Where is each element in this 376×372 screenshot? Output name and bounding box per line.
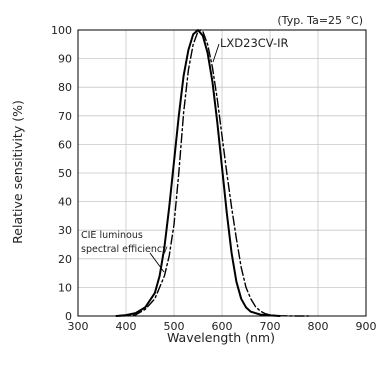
x-tick-label: 400 — [116, 320, 137, 333]
led-series-label: LXD23CV-IR — [220, 36, 289, 50]
x-tick-labels: 300 400 500 600 700 800 900 — [68, 320, 376, 333]
y-tick-label: 60 — [58, 138, 72, 151]
cie-series-label-line-1: CIE luminous — [81, 230, 143, 241]
y-tick-labels: 0 10 20 30 40 50 60 70 80 90 100 — [51, 24, 72, 323]
y-tick-label: 20 — [58, 253, 72, 266]
cie-annotation-leader — [149, 252, 165, 273]
x-tick-label: 800 — [308, 320, 329, 333]
x-tick-label: 600 — [212, 320, 233, 333]
x-tick-label: 300 — [68, 320, 89, 333]
y-tick-label: 0 — [65, 310, 72, 323]
x-tick-label: 900 — [356, 320, 376, 333]
condition-note: (Typ. Ta=25 °C) — [277, 14, 363, 27]
x-tick-label: 500 — [164, 320, 185, 333]
y-tick-label: 40 — [58, 196, 72, 209]
y-tick-label: 30 — [58, 224, 72, 237]
grid-lines — [78, 30, 366, 316]
y-tick-label: 50 — [58, 167, 72, 180]
y-tick-label: 70 — [58, 110, 72, 123]
y-tick-label: 10 — [58, 281, 72, 294]
x-axis-label: Wavelength (nm) — [167, 330, 275, 345]
x-tick-label: 700 — [260, 320, 281, 333]
y-tick-label: 80 — [58, 81, 72, 94]
led-sensitivity-line — [115, 29, 281, 317]
led-annotation-leader — [212, 43, 220, 63]
plot-frame — [77, 29, 367, 317]
cie-efficiency-line — [115, 29, 310, 317]
y-axis-label: Relative sensitivity (%) — [10, 100, 25, 244]
series-lines — [115, 29, 310, 317]
cie-series-label-line-2: spectral efficiency — [81, 244, 168, 255]
y-tick-label: 100 — [51, 24, 72, 37]
y-tick-label: 90 — [58, 53, 72, 66]
